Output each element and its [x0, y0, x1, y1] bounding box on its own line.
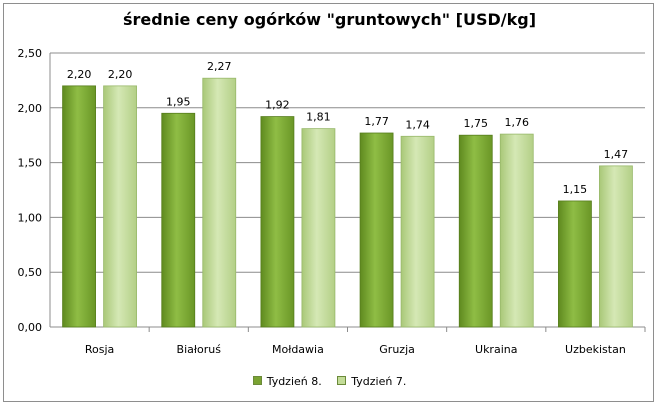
data-label: 2,20 — [108, 68, 133, 81]
data-label: 1,81 — [306, 111, 331, 124]
bar-2 — [301, 128, 336, 328]
chart-legend: Tydzień 8. Tydzień 7. — [0, 375, 659, 388]
legend-item-series-2: Tydzień 7. — [337, 375, 406, 388]
bar-1 — [458, 134, 493, 328]
y-tick-label: 0,00 — [18, 321, 43, 334]
x-tick-label: Mołdawia — [272, 343, 324, 356]
bar-2 — [400, 135, 435, 328]
bar-2 — [202, 77, 237, 328]
y-tick-label: 0,50 — [18, 266, 43, 279]
y-tick-label: 2,00 — [18, 102, 43, 115]
bar-2 — [103, 85, 137, 328]
data-label: 1,74 — [405, 118, 430, 131]
x-tick-label: Uzbekistan — [565, 343, 626, 356]
legend-item-series-1: Tydzień 8. — [252, 375, 322, 388]
y-tick-label: 2,50 — [18, 47, 43, 60]
data-label: 2,20 — [67, 68, 92, 81]
data-label: 1,76 — [505, 116, 530, 129]
x-tick-label: Gruzja — [379, 343, 415, 356]
data-label: 1,95 — [166, 95, 191, 108]
data-label: 1,15 — [563, 183, 588, 196]
chart-title: średnie ceny ogórków "gruntowych" [USD/k… — [122, 10, 537, 29]
bar-1 — [260, 116, 295, 328]
legend-swatch-series-2 — [337, 376, 347, 385]
x-tick-label: Rosja — [85, 343, 114, 356]
legend-label-series-1: Tydzień 8. — [266, 375, 322, 388]
bar-1 — [161, 112, 196, 328]
bar-2 — [499, 133, 534, 328]
data-label: 1,77 — [364, 115, 389, 128]
data-label: 1,47 — [604, 148, 629, 161]
y-tick-label: 1,00 — [18, 211, 43, 224]
legend-swatch-series-1 — [252, 376, 262, 385]
data-label: 1,92 — [265, 99, 290, 112]
data-label: 2,27 — [207, 60, 232, 73]
x-tick-label: Białoruś — [177, 343, 222, 356]
data-label: 1,75 — [464, 117, 489, 130]
legend-label-series-2: Tydzień 7. — [351, 375, 407, 388]
bar-1 — [359, 132, 394, 328]
bar-1 — [558, 200, 592, 328]
y-tick-label: 1,50 — [18, 157, 43, 170]
bar-1 — [62, 85, 96, 328]
x-tick-label: Ukraina — [475, 343, 517, 356]
bar-2 — [599, 165, 633, 328]
